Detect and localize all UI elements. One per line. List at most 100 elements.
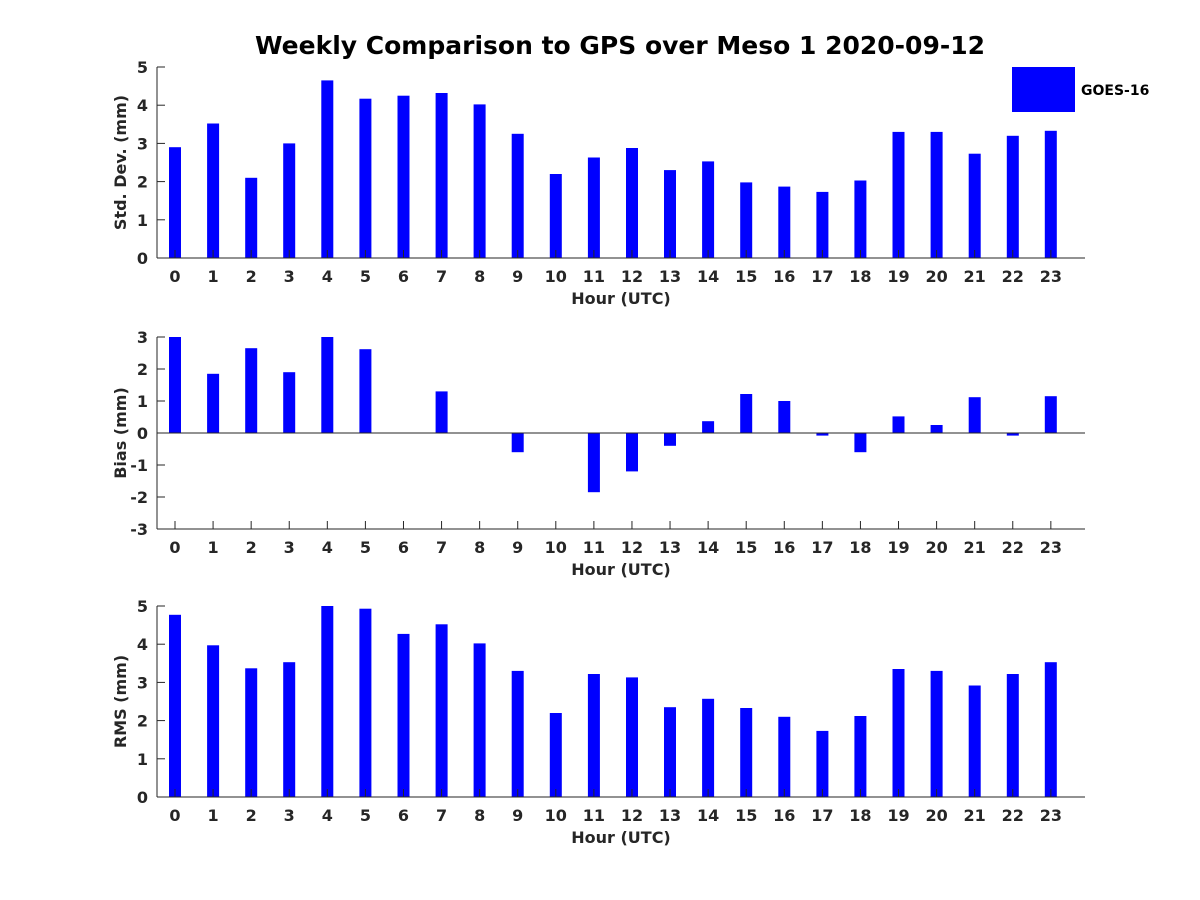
x-tick-label-std: 23 xyxy=(1040,267,1062,286)
x-tick-label-rms: 19 xyxy=(887,806,909,825)
bar-bias-18 xyxy=(854,433,867,453)
x-tick-label-bias: 8 xyxy=(474,538,485,557)
x-tick-label-std: 11 xyxy=(583,267,605,286)
x-tick-label-bias: 3 xyxy=(284,538,295,557)
bar-bias-13 xyxy=(664,433,676,446)
bar-std-8 xyxy=(473,104,486,259)
x-tick-label-bias: 23 xyxy=(1040,538,1062,557)
x-tick-label-std: 15 xyxy=(735,267,757,286)
bar-rms-20 xyxy=(930,670,943,797)
x-tick-label-std: 16 xyxy=(773,267,795,286)
legend-swatch-goes16 xyxy=(1012,67,1075,112)
y-tick-label-rms: 1 xyxy=(137,750,148,769)
x-tick-label-rms: 5 xyxy=(360,806,371,825)
bar-bias-15 xyxy=(740,394,753,433)
bar-bias-11 xyxy=(587,433,600,493)
bar-bias-3 xyxy=(283,372,296,433)
x-tick-label-rms: 15 xyxy=(735,806,757,825)
x-tick-label-bias: 5 xyxy=(360,538,371,557)
x-tick-label-rms: 1 xyxy=(208,806,219,825)
bar-rms-3 xyxy=(283,662,296,797)
x-tick-label-std: 1 xyxy=(208,267,219,286)
x-tick-label-std: 2 xyxy=(246,267,257,286)
y-tick-label-std: 2 xyxy=(137,173,148,192)
x-tick-label-std: 18 xyxy=(849,267,871,286)
x-tick-label-rms: 4 xyxy=(322,806,333,825)
x-tick-label-bias: 16 xyxy=(773,538,795,557)
bar-std-0 xyxy=(169,147,181,258)
x-tick-label-bias: 2 xyxy=(246,538,257,557)
x-tick-label-bias: 18 xyxy=(849,538,871,557)
bar-std-2 xyxy=(245,177,258,258)
bar-std-18 xyxy=(854,180,867,258)
y-tick-label-std: 5 xyxy=(137,58,148,77)
x-tick-label-std: 19 xyxy=(887,267,909,286)
x-tick-label-bias: 9 xyxy=(512,538,523,557)
bar-std-10 xyxy=(549,174,562,258)
bar-rms-15 xyxy=(740,708,753,797)
x-tick-label-rms: 14 xyxy=(697,806,719,825)
legend-label-goes16: GOES-16 xyxy=(1081,83,1149,99)
bar-rms-21 xyxy=(968,685,981,797)
bar-bias-17 xyxy=(816,433,829,436)
bar-std-1 xyxy=(207,123,220,258)
bar-rms-12 xyxy=(626,677,638,797)
bar-std-3 xyxy=(283,143,296,258)
x-tick-label-std: 6 xyxy=(398,267,409,286)
y-tick-label-bias: -3 xyxy=(130,520,148,539)
x-tick-label-std: 7 xyxy=(436,267,447,286)
y-axis-label-std: Std. Dev. (mm) xyxy=(111,95,130,230)
y-tick-label-bias: 3 xyxy=(137,328,148,347)
x-tick-label-bias: 20 xyxy=(925,538,947,557)
bar-rms-4 xyxy=(321,606,334,797)
x-axis-label-bias: Hour (UTC) xyxy=(571,560,671,579)
chart-title: Weekly Comparison to GPS over Meso 1 202… xyxy=(255,31,985,60)
x-tick-label-rms: 21 xyxy=(964,806,986,825)
x-tick-label-rms: 7 xyxy=(436,806,447,825)
x-tick-label-rms: 23 xyxy=(1040,806,1062,825)
x-tick-label-bias: 12 xyxy=(621,538,643,557)
x-tick-label-rms: 2 xyxy=(246,806,257,825)
bar-rms-17 xyxy=(816,730,829,797)
bar-std-22 xyxy=(1006,135,1019,258)
bar-std-7 xyxy=(435,93,448,258)
x-tick-label-bias: 13 xyxy=(659,538,681,557)
bar-std-5 xyxy=(359,98,372,258)
y-tick-label-bias: -1 xyxy=(130,456,148,475)
x-tick-label-rms: 17 xyxy=(811,806,833,825)
x-tick-label-rms: 20 xyxy=(925,806,947,825)
bar-std-19 xyxy=(892,131,905,258)
x-tick-label-rms: 11 xyxy=(583,806,605,825)
bar-bias-12 xyxy=(626,433,638,472)
bar-bias-7 xyxy=(435,391,448,433)
bar-rms-8 xyxy=(473,643,486,797)
x-tick-label-bias: 15 xyxy=(735,538,757,557)
y-tick-label-std: 0 xyxy=(137,249,148,268)
x-tick-label-rms: 0 xyxy=(169,806,180,825)
x-tick-label-rms: 8 xyxy=(474,806,485,825)
bar-std-11 xyxy=(587,157,600,258)
y-tick-label-rms: 2 xyxy=(137,712,148,731)
x-tick-label-std: 12 xyxy=(621,267,643,286)
bar-rms-22 xyxy=(1006,674,1019,797)
bar-rms-7 xyxy=(435,624,448,797)
x-tick-label-bias: 10 xyxy=(545,538,567,557)
bar-bias-0 xyxy=(169,337,181,433)
bar-bias-9 xyxy=(511,433,524,453)
x-tick-label-bias: 6 xyxy=(398,538,409,557)
bar-std-14 xyxy=(702,161,715,258)
bar-rms-0 xyxy=(169,614,181,797)
x-tick-label-rms: 3 xyxy=(284,806,295,825)
bar-std-21 xyxy=(968,153,981,258)
y-tick-label-rms: 4 xyxy=(137,635,148,654)
x-tick-label-rms: 6 xyxy=(398,806,409,825)
bar-std-4 xyxy=(321,80,334,259)
bar-std-6 xyxy=(397,95,410,258)
bar-std-9 xyxy=(511,133,524,258)
x-tick-label-std: 20 xyxy=(925,267,947,286)
y-tick-label-bias: -2 xyxy=(130,488,148,507)
x-tick-label-std: 3 xyxy=(284,267,295,286)
